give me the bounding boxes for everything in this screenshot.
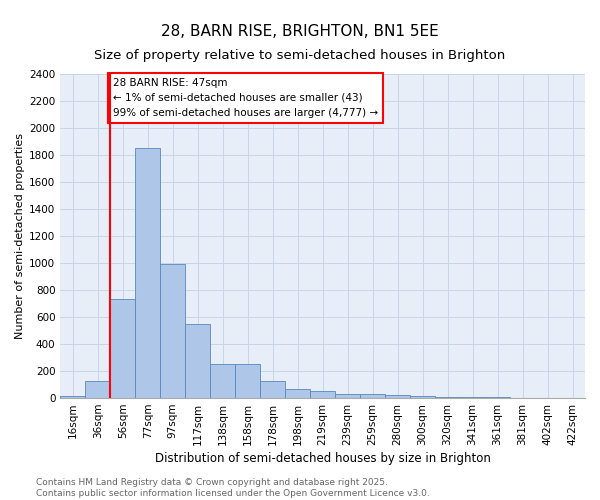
Bar — [135, 148, 160, 398]
Bar — [110, 300, 135, 398]
Bar — [185, 324, 210, 398]
Text: 28 BARN RISE: 47sqm
← 1% of semi-detached houses are smaller (43)
99% of semi-de: 28 BARN RISE: 47sqm ← 1% of semi-detache… — [113, 78, 378, 118]
Bar — [360, 394, 385, 398]
Bar — [310, 392, 335, 398]
Bar — [235, 364, 260, 398]
Bar — [335, 394, 360, 398]
Bar — [385, 396, 410, 398]
Bar — [285, 388, 310, 398]
Y-axis label: Number of semi-detached properties: Number of semi-detached properties — [15, 133, 25, 339]
Bar — [160, 264, 185, 398]
Bar — [210, 364, 235, 398]
Bar — [435, 396, 460, 398]
Bar — [410, 396, 435, 398]
Text: Contains HM Land Registry data © Crown copyright and database right 2025.
Contai: Contains HM Land Registry data © Crown c… — [36, 478, 430, 498]
X-axis label: Distribution of semi-detached houses by size in Brighton: Distribution of semi-detached houses by … — [155, 452, 491, 465]
Bar — [260, 381, 285, 398]
Bar — [60, 396, 85, 398]
Text: 28, BARN RISE, BRIGHTON, BN1 5EE: 28, BARN RISE, BRIGHTON, BN1 5EE — [161, 24, 439, 39]
Bar — [85, 380, 110, 398]
Text: Size of property relative to semi-detached houses in Brighton: Size of property relative to semi-detach… — [94, 48, 506, 62]
